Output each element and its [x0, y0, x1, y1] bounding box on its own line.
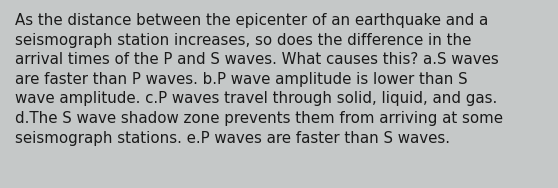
Text: As the distance between the epicenter of an earthquake and a
seismograph station: As the distance between the epicenter of… [15, 13, 503, 146]
